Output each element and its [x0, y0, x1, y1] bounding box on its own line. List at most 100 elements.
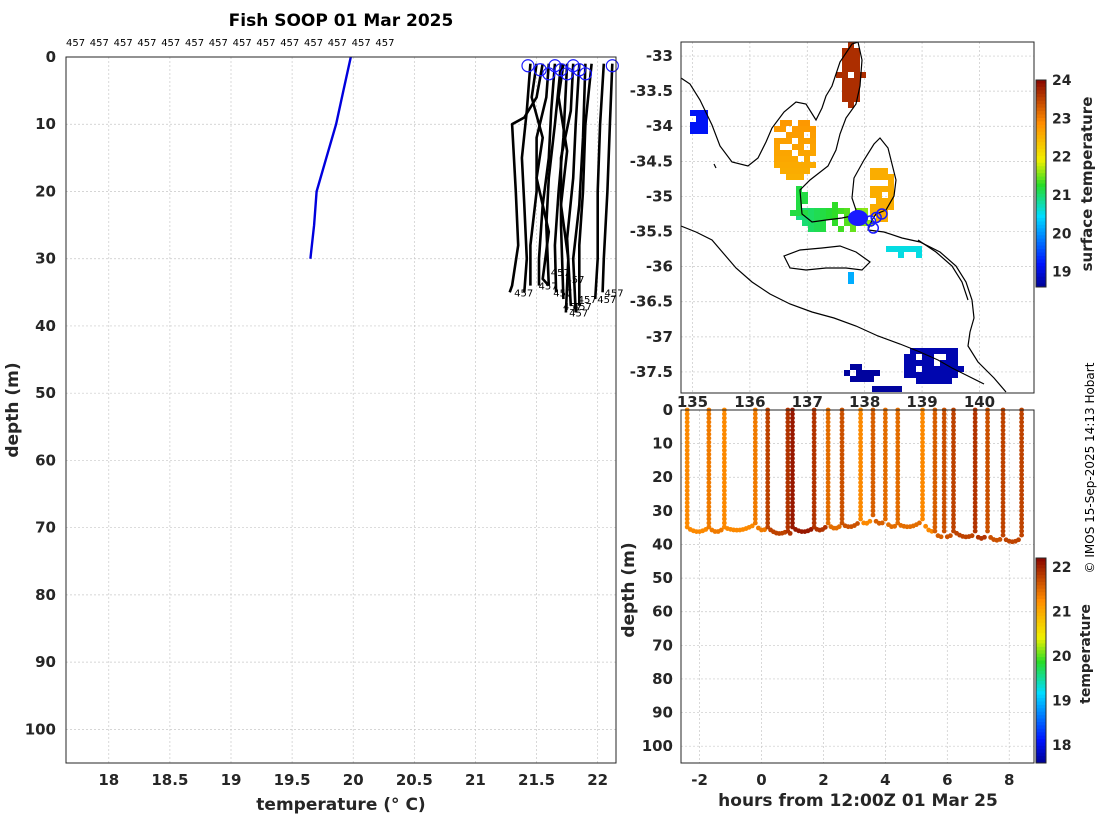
section-dot — [811, 488, 817, 494]
section-dot — [684, 451, 690, 457]
section-dot — [811, 456, 817, 461]
sst-cell — [696, 128, 702, 134]
sst-cell — [820, 214, 826, 220]
section-dot — [752, 423, 758, 429]
section-dot — [870, 451, 876, 457]
sst-cell — [848, 48, 854, 54]
section-dot — [765, 464, 771, 469]
sst-cell — [922, 354, 928, 360]
section-dot — [895, 439, 901, 445]
section-dot — [870, 456, 876, 461]
section-dot — [721, 484, 727, 490]
section-dot — [1019, 528, 1025, 534]
section-dot — [951, 488, 956, 494]
section-dot — [895, 472, 901, 477]
sst-cell — [832, 220, 838, 226]
sst-cell — [798, 132, 804, 138]
sst-cell — [780, 120, 786, 126]
section-dot — [879, 520, 885, 526]
section-dot — [1019, 431, 1025, 437]
section-dot — [785, 492, 791, 498]
section-dot — [870, 443, 876, 449]
section-dot — [920, 431, 925, 437]
section-dot — [790, 415, 795, 421]
sst-cell — [888, 204, 894, 210]
section-dot — [895, 431, 901, 437]
section-dot — [765, 476, 771, 481]
vessel-label: 457 — [66, 38, 85, 49]
section-dot — [1000, 488, 1006, 494]
section-dot — [895, 512, 901, 518]
section-dot — [870, 504, 876, 510]
section-dot — [825, 476, 831, 481]
sst-cell — [810, 138, 816, 144]
sst-cells — [690, 42, 964, 392]
sst-cell — [774, 150, 780, 156]
section-dot — [752, 492, 758, 498]
sst-cell — [934, 378, 940, 384]
colorbar-swatch — [1036, 684, 1046, 689]
section-dot — [972, 512, 978, 518]
credit-text: © IMOS 15-Sep-2025 14:13 Hobart — [1083, 362, 1097, 573]
map-xtick-label: 135 — [677, 393, 708, 411]
section-dot — [825, 411, 831, 417]
section-dot — [839, 435, 845, 441]
section-dot — [839, 472, 845, 477]
section-dot — [1000, 532, 1006, 538]
section-dot — [932, 423, 938, 429]
colorbar-swatch — [1036, 249, 1046, 253]
sst-cell — [792, 174, 798, 180]
sst-cell — [870, 174, 876, 180]
section-dot — [790, 435, 795, 441]
profile-lines — [309, 56, 614, 313]
sst-cell — [820, 226, 826, 232]
sst-cell — [850, 364, 856, 370]
section-dot — [825, 504, 831, 510]
section-dot — [985, 484, 990, 490]
sst-cell — [922, 366, 928, 372]
section-dot — [839, 500, 845, 506]
sst-cell — [854, 72, 860, 78]
sst-cell — [810, 144, 816, 150]
map-ytick-label: -37 — [646, 328, 673, 346]
colorbar-swatch — [1036, 183, 1046, 188]
section-dot — [951, 520, 956, 526]
xtick-label: 20.5 — [396, 771, 433, 789]
section-dot — [721, 472, 727, 477]
section-dot — [706, 492, 712, 498]
section-dot — [882, 484, 888, 490]
section-dot — [941, 451, 947, 457]
vessel-label: 457 — [328, 38, 347, 49]
section-dot — [985, 431, 990, 437]
section-dot — [941, 516, 947, 522]
section-dot — [951, 524, 956, 530]
section-dot — [858, 512, 863, 518]
section-dot — [870, 508, 876, 514]
colorbar-tick: 20 — [1052, 226, 1072, 242]
section-dot — [932, 431, 938, 437]
colorbar-swatch — [1036, 197, 1046, 202]
sst-cell — [922, 378, 928, 384]
section-dot — [811, 427, 817, 433]
section-dot — [790, 488, 795, 494]
colorbar-swatch — [1036, 204, 1046, 209]
section-dot — [985, 435, 990, 441]
section-dot — [1019, 439, 1025, 445]
section-dot — [765, 456, 771, 461]
sst-cell — [946, 360, 952, 366]
section-dot — [790, 476, 795, 481]
section-dot — [839, 415, 845, 421]
section-dot — [895, 504, 901, 510]
sst-cell — [854, 84, 860, 90]
sst-cell — [808, 214, 814, 220]
section-dot — [882, 508, 888, 514]
section-dot — [858, 419, 863, 425]
section-dot — [985, 504, 990, 510]
section-dot — [858, 411, 863, 417]
section-dot — [811, 415, 817, 421]
temperature-colorbar: 22 21 20 19 18 — [1035, 557, 1072, 764]
section-dot — [882, 496, 888, 502]
sst-cell — [910, 360, 916, 366]
section-dot — [951, 451, 956, 457]
